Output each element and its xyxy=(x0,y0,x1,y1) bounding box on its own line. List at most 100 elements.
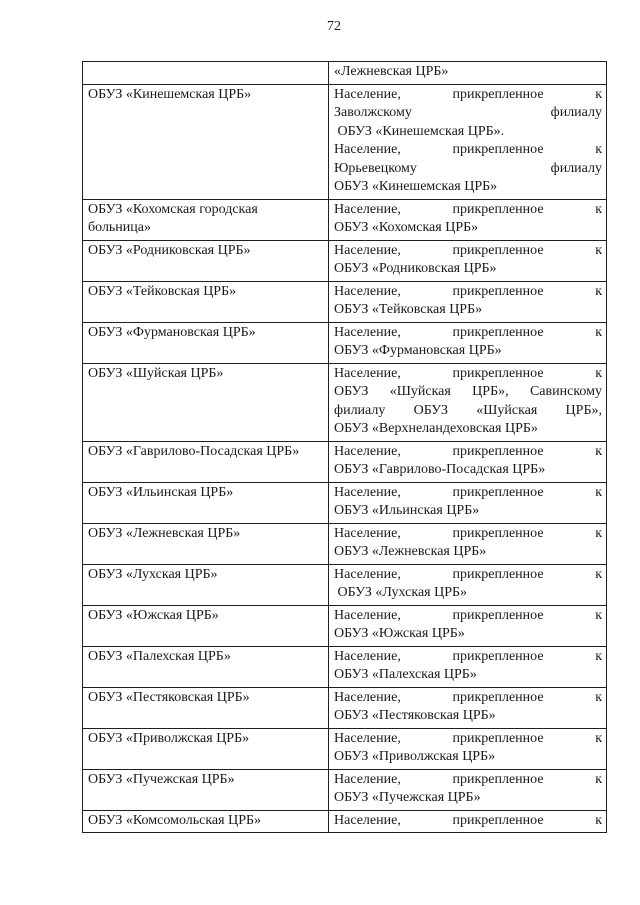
text-line: ОБУЗ «Тейковская ЦРБ» xyxy=(88,283,237,299)
text-line: ОБУЗ «Верхнеландеховская ЦРБ» xyxy=(334,421,538,436)
population-cell: Население, прикрепленное к ОБУЗ «Пестяков… xyxy=(328,686,607,729)
text-line: ОБУЗ «Лежневская ЦРБ» xyxy=(88,525,241,541)
text-line: ОБУЗ «Фурмановская ЦРБ» xyxy=(334,343,502,358)
table-row: ОБУЗ «Палехская ЦРБ» Население, прикрепле… xyxy=(82,645,607,688)
org-cell: ОБУЗ «Южская ЦРБ» xyxy=(82,604,329,647)
table-row: ОБУЗ «Фурмановская ЦРБ» Население, прикре… xyxy=(82,321,607,364)
org-cell: ОБУЗ «Лухская ЦРБ» xyxy=(82,563,329,606)
org-cell: ОБУЗ «Фурмановская ЦРБ» xyxy=(82,321,329,364)
org-cell: ОБУЗ «Лежневская ЦРБ» xyxy=(82,522,329,565)
population-cell: Население, прикрепленное к ОБУЗ «Пучежска… xyxy=(328,768,607,811)
population-cell: Население, прикрепленное к ОБУЗ «Южская Ц… xyxy=(328,604,607,647)
org-cell: ОБУЗ «Ильинская ЦРБ» xyxy=(82,481,329,524)
text-line: Население, прикрепленное к xyxy=(334,566,602,582)
table-row: ОБУЗ «Кохомская городская больница» Населе… xyxy=(82,198,607,241)
text-line: ОБУЗ «Шуйская ЦРБ», Савинскому xyxy=(334,384,602,399)
text-line: ОБУЗ «Гаврилово-Посадская ЦРБ» xyxy=(334,462,546,477)
org-cell: ОБУЗ «Пестяковская ЦРБ» xyxy=(82,686,329,729)
table-row: ОБУЗ «Родниковская ЦРБ» Население, прикре… xyxy=(82,239,607,282)
table-row: ОБУЗ «Пучежская ЦРБ» Население, прикрепле… xyxy=(82,768,607,811)
text-line: Население, прикрепленное к xyxy=(334,201,602,217)
text-line: Население, прикрепленное к xyxy=(334,142,602,157)
org-cell: ОБУЗ «Шуйская ЦРБ» xyxy=(82,362,329,442)
text-line: ОБУЗ «Кинешемская ЦРБ». xyxy=(334,123,505,139)
text-line: ОБУЗ «Гаврилово-Посадская ЦРБ» xyxy=(88,443,300,459)
org-cell: ОБУЗ «Палехская ЦРБ» xyxy=(82,645,329,688)
table-row: ОБУЗ «Пестяковская ЦРБ» Население, прикре… xyxy=(82,686,607,729)
table-row: ОБУЗ «Гаврилово-Посадская ЦРБ» Население,… xyxy=(82,440,607,483)
population-cell: Население, прикрепленное к ОБУЗ «Тейковск… xyxy=(328,280,607,323)
text-line: ОБУЗ «Южская ЦРБ» xyxy=(88,607,219,623)
population-cell: Население, прикрепленное к ОБУЗ «Фурманов… xyxy=(328,321,607,364)
facilities-table: «Лежневская ЦРБ» ОБУЗ «Кинешемская ЦРБ» На… xyxy=(82,61,607,833)
text-line: ОБУЗ «Ильинская ЦРБ» xyxy=(334,503,480,518)
text-line: Население, прикрепленное к xyxy=(334,812,602,828)
text-line: ОБУЗ «Палехская ЦРБ» xyxy=(88,648,231,664)
table-row: ОБУЗ «Комсомольская ЦРБ» Население, прикр… xyxy=(82,809,607,833)
text-line: ОБУЗ «Фурмановская ЦРБ» xyxy=(88,324,256,340)
text-line: ОБУЗ «Приволжская ЦРБ» xyxy=(88,730,250,746)
org-cell: ОБУЗ «Приволжская ЦРБ» xyxy=(82,727,329,770)
population-cell: Население, прикрепленное к ОБУЗ «Гаврилов… xyxy=(328,440,607,483)
text-line: ОБУЗ «Кинешемская ЦРБ» xyxy=(334,179,498,194)
org-cell: ОБУЗ «Кохомская городская больница» xyxy=(82,198,329,241)
org-cell: ОБУЗ «Гаврилово-Посадская ЦРБ» xyxy=(82,440,329,483)
org-cell xyxy=(82,61,329,85)
text-line: ОБУЗ «Родниковская ЦРБ» xyxy=(334,261,497,276)
population-cell: Население, прикрепленное к ОБУЗ «Родников… xyxy=(328,239,607,282)
text-line: ОБУЗ «Южская ЦРБ» xyxy=(334,626,465,641)
text-line: Население, прикрепленное к xyxy=(334,525,602,541)
org-cell: ОБУЗ «Тейковская ЦРБ» xyxy=(82,280,329,323)
text-line: ОБУЗ «Лухская ЦРБ» xyxy=(334,585,468,600)
population-cell: Население, прикрепленное к xyxy=(328,809,607,833)
text-line: Население, прикрепленное к xyxy=(334,324,602,340)
text-line: Население, прикрепленное к xyxy=(334,283,602,299)
text-line: «Лежневская ЦРБ» xyxy=(334,64,449,79)
table-row: «Лежневская ЦРБ» xyxy=(82,61,607,85)
table-row: ОБУЗ «Кинешемская ЦРБ» Население, прикреп… xyxy=(82,83,607,200)
text-line: Заволжскому филиалу xyxy=(334,105,602,120)
text-line: ОБУЗ «Родниковская ЦРБ» xyxy=(88,242,251,258)
text-line: ОБУЗ «Палехская ЦРБ» xyxy=(334,667,477,682)
population-cell: Население, прикрепленное к ОБУЗ «Кохомска… xyxy=(328,198,607,241)
table-row: ОБУЗ «Лежневская ЦРБ» Население, прикрепл… xyxy=(82,522,607,565)
table-row: ОБУЗ «Шуйская ЦРБ» Население, прикрепленн… xyxy=(82,362,607,442)
text-line: Население, прикрепленное к xyxy=(334,648,602,664)
text-line: ОБУЗ «Пестяковская ЦРБ» xyxy=(88,689,250,705)
text-line: ОБУЗ «Лежневская ЦРБ» xyxy=(334,544,487,559)
population-cell: Население, прикрепленное к ОБУЗ «Приволжс… xyxy=(328,727,607,770)
text-line: Население, прикрепленное к xyxy=(334,242,602,258)
text-line: больница» xyxy=(88,220,151,235)
population-cell: Население, прикрепленное к ОБУЗ «Палехска… xyxy=(328,645,607,688)
page-number: 72 xyxy=(327,19,341,34)
population-cell: Население, прикрепленное к Заволжскому фи… xyxy=(328,83,607,200)
population-cell: Население, прикрепленное к ОБУЗ «Лухская… xyxy=(328,563,607,606)
text-line: ОБУЗ «Кинешемская ЦРБ» xyxy=(88,86,252,102)
text-line: ОБУЗ «Пестяковская ЦРБ» xyxy=(334,708,496,723)
text-line: ОБУЗ «Кохомская городская xyxy=(88,201,258,217)
text-line: ОБУЗ «Комсомольская ЦРБ» xyxy=(88,812,262,828)
population-cell: Население, прикрепленное к ОБУЗ «Ильинска… xyxy=(328,481,607,524)
text-line: ОБУЗ «Тейковская ЦРБ» xyxy=(334,302,483,317)
text-line: Население, прикрепленное к xyxy=(334,771,602,787)
org-cell: ОБУЗ «Комсомольская ЦРБ» xyxy=(82,809,329,833)
text-line: ОБУЗ «Пучежская ЦРБ» xyxy=(88,771,235,787)
population-cell: Население, прикрепленное к ОБУЗ «Шуйская … xyxy=(328,362,607,442)
facilities-table-body: «Лежневская ЦРБ» ОБУЗ «Кинешемская ЦРБ» На… xyxy=(82,61,607,833)
text-line: ОБУЗ «Шуйская ЦРБ» xyxy=(88,365,224,381)
text-line: ОБУЗ «Лухская ЦРБ» xyxy=(88,566,218,582)
table-row: ОБУЗ «Ильинская ЦРБ» Население, прикрепле… xyxy=(82,481,607,524)
text-line: ОБУЗ «Пучежская ЦРБ» xyxy=(334,790,481,805)
text-line: Население, прикрепленное к xyxy=(334,689,602,705)
text-line: филиалу ОБУЗ «Шуйская ЦРБ», xyxy=(334,402,602,418)
text-line: Население, прикрепленное к xyxy=(334,443,602,459)
text-line: Население, прикрепленное к xyxy=(334,86,602,102)
org-cell: ОБУЗ «Кинешемская ЦРБ» xyxy=(82,83,329,200)
org-cell: ОБУЗ «Родниковская ЦРБ» xyxy=(82,239,329,282)
population-cell: «Лежневская ЦРБ» xyxy=(328,61,607,85)
text-line: Население, прикрепленное к xyxy=(334,365,602,381)
population-cell: Население, прикрепленное к ОБУЗ «Лежневск… xyxy=(328,522,607,565)
table-row: ОБУЗ «Южская ЦРБ» Население, прикрепленно… xyxy=(82,604,607,647)
table-row: ОБУЗ «Лухская ЦРБ» Население, прикрепленн… xyxy=(82,563,607,606)
text-line: ОБУЗ «Ильинская ЦРБ» xyxy=(88,484,234,500)
